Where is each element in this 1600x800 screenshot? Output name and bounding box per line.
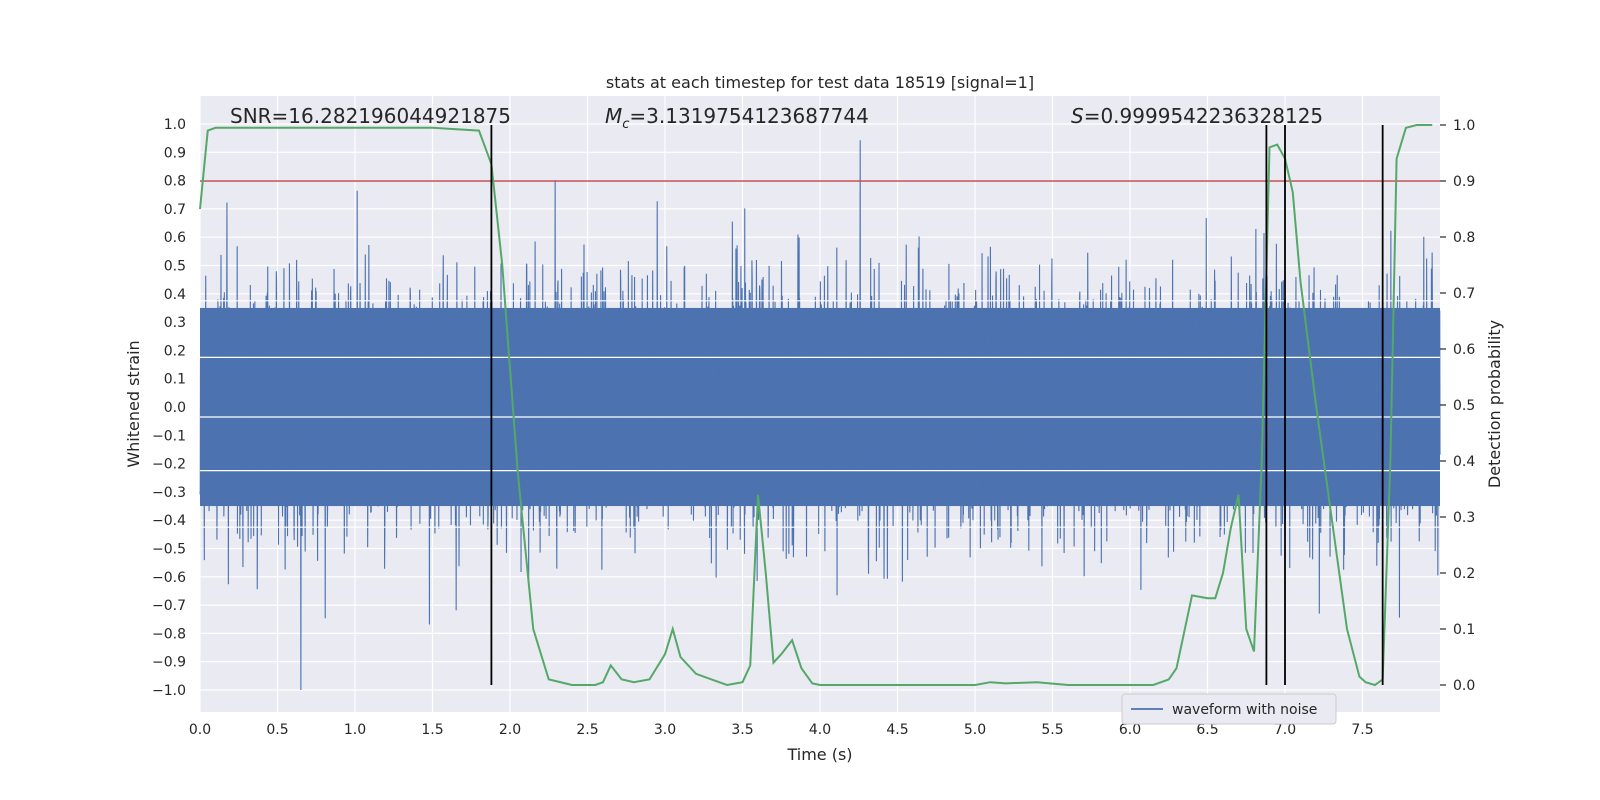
y-left-tick-label: 1.0 — [164, 117, 186, 133]
y-right-axis-label: Detection probability — [1485, 320, 1504, 488]
vertical-marker-lines — [490, 125, 1384, 685]
x-tick-label: 4.5 — [886, 722, 908, 738]
mc-symbol: M — [605, 104, 622, 128]
mc-subscript: c — [622, 117, 629, 132]
y-left-axis-ticks: −1.0 −0.9 −0.8 −0.7 −0.6 −0.5 −0.4 −0.3 −0.2 −0.1… — [152, 117, 186, 699]
y-right-tick-label: 0.6 — [1453, 342, 1475, 358]
y-left-tick-label: 0.0 — [164, 400, 186, 416]
x-tick-label: 1.0 — [344, 722, 366, 738]
y-left-tick-label: −0.1 — [152, 428, 186, 444]
y-right-tick-label: 0.4 — [1453, 454, 1475, 470]
x-tick-label: 2.0 — [499, 722, 521, 738]
legend-label: waveform with noise — [1172, 702, 1317, 718]
y-right-tick-label: 1.0 — [1453, 118, 1475, 134]
waveform-line — [199, 140, 1441, 691]
y-left-axis-label: Whitened strain — [124, 340, 143, 467]
waveform-series — [199, 140, 1441, 691]
x-tick-label: 7.5 — [1351, 722, 1373, 738]
s-value: =0.9999542236328125 — [1084, 104, 1323, 128]
y-left-tick-label: −0.9 — [152, 655, 186, 671]
x-axis-ticks: 0.0 0.5 1.0 1.5 2.0 2.5 3.0 3.5 4.0 4.5 5.0 5.5 6.0 6… — [189, 722, 1374, 738]
x-tick-label: 6.5 — [1196, 722, 1218, 738]
y-right-tick-label: 0.9 — [1453, 174, 1475, 190]
x-tick-label: 7.0 — [1274, 722, 1296, 738]
y-left-tick-label: 0.6 — [164, 230, 186, 246]
x-tick-label: 2.5 — [576, 722, 598, 738]
legend-box — [1121, 693, 1337, 725]
x-tick-label: 4.0 — [809, 722, 831, 738]
y-left-tick-label: −0.7 — [152, 598, 186, 614]
s-symbol: S — [1071, 104, 1084, 128]
y-right-tick-label: 0.7 — [1453, 286, 1475, 302]
y-left-tick-label: −0.8 — [152, 626, 186, 642]
x-axis-label: Time (s) — [786, 745, 852, 764]
y-right-axis-ticks: 0.0 0.1 0.2 0.3 0.4 0.5 0.6 0.7 0.8 0.9 1.0 — [1440, 118, 1475, 694]
y-left-tick-label: 0.2 — [164, 343, 186, 359]
y-left-tick-label: −0.5 — [152, 542, 186, 558]
y-left-tick-label: 0.7 — [164, 202, 186, 218]
y-left-tick-label: −0.3 — [152, 485, 186, 501]
y-left-tick-label: 0.4 — [164, 287, 186, 303]
y-left-tick-label: −0.4 — [152, 513, 186, 529]
y-left-tick-label: 0.9 — [164, 145, 186, 161]
y-right-tick-label: 0.2 — [1453, 566, 1475, 582]
x-tick-label: 3.5 — [731, 722, 753, 738]
mc-value: =3.1319754123687744 — [629, 104, 868, 128]
x-tick-label: 0.0 — [189, 722, 211, 738]
chirp-mass-annotation: Mc=3.1319754123687744 — [605, 104, 869, 132]
y-left-tick-label: −0.2 — [152, 457, 186, 473]
y-right-tick-label: 0.0 — [1453, 678, 1475, 694]
y-right-tick-label: 0.1 — [1453, 622, 1475, 638]
y-left-tick-label: −0.6 — [152, 570, 186, 586]
probability-line — [199, 124, 1433, 687]
y-left-tick-label: 0.8 — [164, 174, 186, 190]
x-tick-label: 0.5 — [266, 722, 288, 738]
x-tick-label: 5.0 — [964, 722, 986, 738]
y-left-tick-label: 0.1 — [164, 372, 186, 388]
x-tick-label: 3.0 — [654, 722, 676, 738]
legend: waveform with noise — [1121, 693, 1337, 725]
y-left-tick-label: −1.0 — [152, 683, 186, 699]
score-annotation: S=0.9999542236328125 — [1071, 104, 1323, 128]
y-right-tick-label: 0.5 — [1453, 398, 1475, 414]
y-right-tick-label: 0.8 — [1453, 230, 1475, 246]
snr-annotation: SNR=16.282196044921875 — [230, 104, 511, 128]
y-left-tick-label: 0.3 — [164, 315, 186, 331]
x-tick-label: 5.5 — [1041, 722, 1063, 738]
x-tick-label: 6.0 — [1119, 722, 1141, 738]
chart-title: stats at each timestep for test data 185… — [606, 73, 1034, 92]
y-left-tick-label: 0.5 — [164, 259, 186, 275]
probability-series — [199, 124, 1433, 687]
y-right-tick-label: 0.3 — [1453, 510, 1475, 526]
x-tick-label: 1.5 — [421, 722, 443, 738]
